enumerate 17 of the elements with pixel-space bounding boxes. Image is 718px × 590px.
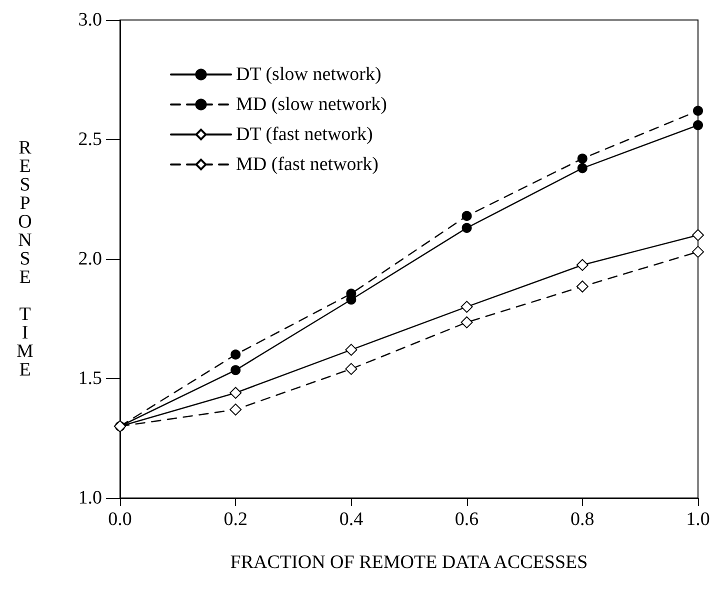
text: RESPONSE TIME bbox=[16, 138, 34, 380]
legend-label: MD (fast network) bbox=[236, 154, 378, 175]
x-tick-label: 0.8 bbox=[570, 509, 594, 530]
x-tick-label: 0.2 bbox=[224, 509, 248, 530]
x-tick-label: 0.6 bbox=[454, 509, 479, 530]
legend-label: DT (fast network) bbox=[236, 124, 373, 145]
y-tick-label: 1.5 bbox=[78, 368, 102, 389]
y-tick-label: 3.0 bbox=[78, 10, 102, 30]
y-tick-label: 2.0 bbox=[78, 248, 102, 270]
x-axis-title: FRACTION OF REMOTE DATA ACCESSES bbox=[230, 552, 588, 573]
x-tick-label: 0.4 bbox=[339, 509, 364, 530]
x-tick-label: 0.0 bbox=[108, 509, 132, 530]
y-tick-label: 2.5 bbox=[78, 129, 102, 150]
legend-label: DT (slow network) bbox=[236, 64, 382, 85]
y-tick-label: 1.0 bbox=[78, 488, 102, 508]
x-tick-label: 1.0 bbox=[686, 509, 710, 530]
legend-label: MD (slow network) bbox=[236, 94, 387, 115]
